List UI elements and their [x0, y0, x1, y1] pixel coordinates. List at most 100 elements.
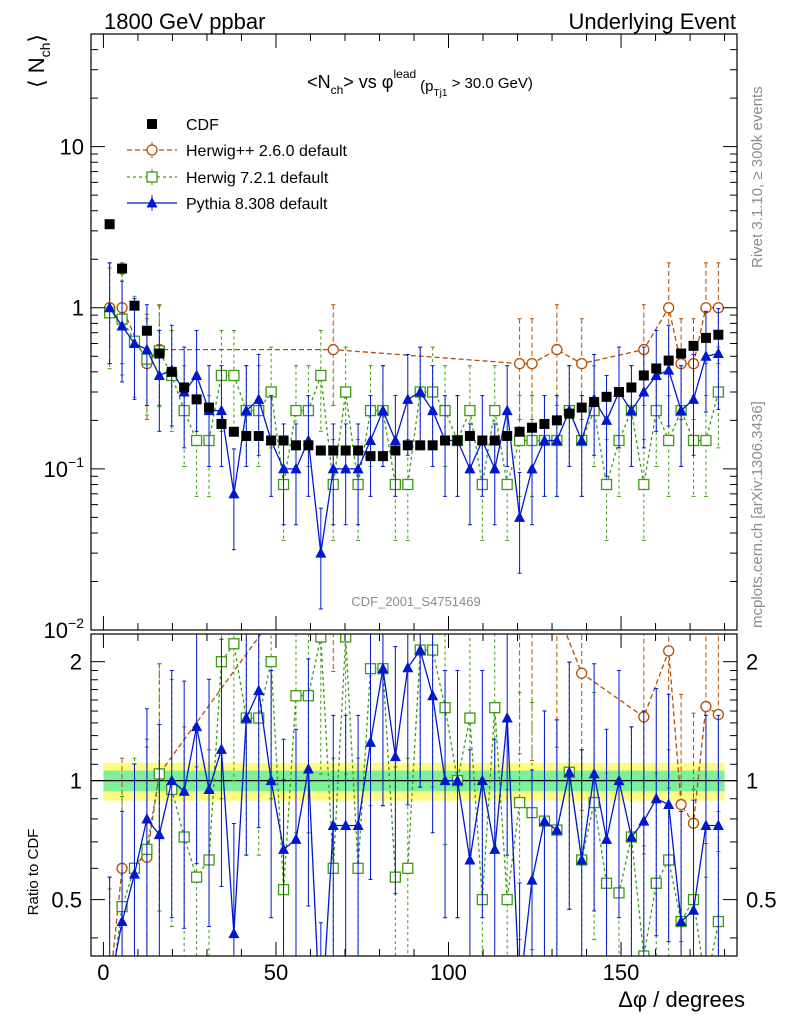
- main-cdf-point: [688, 340, 699, 351]
- ratio-y-tick-label-left: 1: [70, 769, 82, 794]
- legend: CDF Herwig++ 2.6.0 default Herwig 7.2.1 de…: [127, 117, 348, 213]
- main-pythia-point: [240, 404, 252, 416]
- ratio-herwigpp-point: [527, 618, 537, 628]
- ratio-pythia-point: [290, 833, 302, 844]
- main-pythia-point: [365, 434, 377, 446]
- plot-title-main-sub: ch: [331, 83, 344, 97]
- main-pythia-point: [489, 462, 501, 474]
- ratio-pythia-point: [551, 824, 563, 835]
- main-cdf-point: [390, 445, 401, 456]
- legend-label: Herwig++ 2.6.0 default: [186, 143, 348, 160]
- ratio-pythia-point: [402, 661, 414, 673]
- ratio-y-tick-label-left: 2: [70, 650, 82, 675]
- main-cdf-point: [663, 355, 674, 366]
- main-cdf-point: [353, 445, 364, 456]
- main-pythia-point: [141, 343, 153, 355]
- ratio-pythia-point: [302, 763, 314, 774]
- main-herwig7-point: [663, 434, 675, 447]
- main-pythia-point: [464, 462, 476, 474]
- ratio-herwig7-point: [105, 994, 115, 1004]
- xlabel: Δφ / degrees: [618, 987, 745, 1012]
- main-cdf-point: [315, 445, 326, 456]
- ratio-herwig7-point: [340, 634, 352, 643]
- legend-entry-cdf: CDF: [147, 117, 219, 134]
- main-cdf-point: [638, 370, 649, 381]
- main-pythia-point: [315, 547, 327, 558]
- main-herwigpp-point: [526, 357, 538, 370]
- ratio-pythia-point: [451, 774, 463, 786]
- ratio-herwigpp-point: [515, 612, 525, 622]
- main-cdf-point: [489, 435, 500, 446]
- main-pythia-point: [278, 462, 290, 474]
- y-tick-exponent: −2: [68, 615, 84, 631]
- legend-entry-pythia: Pythia 8.308 default: [127, 195, 328, 213]
- plot-title-cut-sub: Tj1: [434, 88, 448, 99]
- main-cdf-point: [179, 382, 190, 393]
- plot-title-cut-open: (p: [420, 78, 433, 95]
- main-cdf-point: [266, 435, 277, 446]
- ratio-pythia-point: [365, 736, 377, 747]
- main-herwig7-point: [700, 434, 712, 447]
- main-pythia-point: [538, 434, 550, 446]
- ratio-pythia-point: [153, 828, 165, 840]
- main-herwig7-point: [638, 478, 650, 491]
- main-cdf-point: [415, 440, 426, 451]
- main-pythia-point: [327, 462, 339, 474]
- main-pythia-point: [128, 337, 140, 348]
- main-cdf-point: [452, 435, 463, 446]
- ratio-pythia-point: [601, 833, 613, 844]
- main-pythia-point: [402, 393, 414, 404]
- main-cdf-point: [527, 422, 538, 433]
- ratio-pythia-point: [638, 815, 650, 826]
- main-pythia-point: [526, 462, 538, 474]
- ratio-pythia-point: [265, 774, 277, 786]
- plot-title: <Nch> vs φlead (pTj1 > 30.0 GeV): [307, 67, 533, 99]
- ratio-y-tick-label-right: 1: [746, 769, 758, 794]
- main-pythia-point: [414, 385, 426, 397]
- ratio-pythia-line: [114, 648, 719, 956]
- header-right: Underlying Event: [568, 9, 736, 34]
- main-cdf-point: [514, 426, 525, 437]
- ratio-pythia-point: [489, 843, 501, 854]
- main-pythia-point: [650, 369, 662, 380]
- ratio-pythia-point: [464, 853, 476, 865]
- main-cdf-point: [241, 430, 252, 441]
- ratio-pythia-point: [563, 766, 575, 777]
- ratio-plot-layer: [105, 605, 725, 1004]
- ratio-pythia-point: [414, 644, 426, 655]
- ratio-pythia-point: [377, 662, 389, 674]
- main-cdf-point: [303, 440, 314, 451]
- main-pythia-point: [228, 487, 240, 499]
- ratio-y-tick-label-right: 0.5: [746, 888, 777, 913]
- main-cdf-point: [154, 348, 165, 359]
- ratio-pythia-point: [178, 785, 190, 796]
- main-herwig7-point: [228, 369, 240, 382]
- main-herwig7-line: [109, 312, 720, 486]
- legend-entry-herwigpp: Herwig++ 2.6.0 default: [127, 142, 348, 160]
- main-cdf-point: [290, 440, 301, 451]
- ratio-herwig7-point: [513, 796, 526, 809]
- ratio-herwigpp-point: [552, 605, 562, 615]
- main-pythia-point: [688, 393, 700, 404]
- main-pythia-point: [514, 511, 526, 522]
- ratio-y-tick-label-right: 2: [746, 650, 758, 675]
- main-pythia-point: [215, 404, 227, 416]
- ylabel-top-sub: ch: [37, 43, 53, 58]
- ratio-pythia-point: [253, 684, 265, 696]
- ratio-herwig7-point: [489, 702, 501, 714]
- y-tick-label: 10−2: [44, 615, 85, 643]
- rivet-text: Rivet 3.1.10, ≥ 300k events: [749, 86, 766, 268]
- ratio-pythia-point: [228, 927, 240, 939]
- ratio-pythia-point: [526, 874, 538, 885]
- main-cdf-point: [228, 426, 239, 437]
- x-tick-label: 0: [97, 960, 109, 985]
- ratio-pythia-point: [588, 767, 600, 779]
- legend-marker-cdf: [147, 119, 157, 129]
- main-cdf-point: [564, 408, 575, 419]
- main-pythia-point: [663, 364, 675, 375]
- y-tick-label: 10−1: [44, 454, 85, 482]
- watermark: CDF_2001_S4751469: [351, 594, 480, 609]
- ratio-herwigpp-point: [663, 645, 675, 657]
- main-pythia-point: [576, 434, 588, 446]
- ratio-herwigpp-line: [112, 634, 719, 956]
